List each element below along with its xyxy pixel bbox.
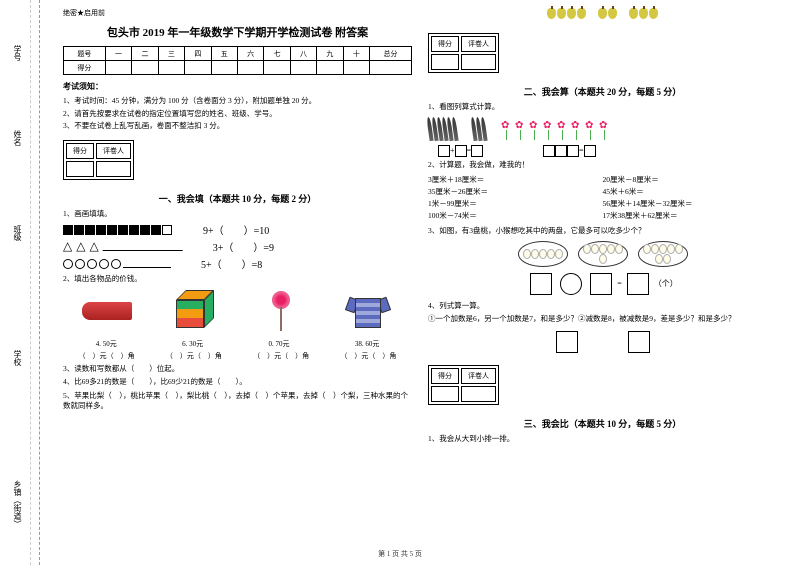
right-column: 得分评卷人 二、我会算（本题共 20 分，每题 5 分） 1、看图列算式计算。 … [420,8,785,565]
binding-margin: 学号 姓名 班级 学校 乡镇（街道） [0,0,40,565]
left-column: 绝密★启用前 包头市 2019 年一年级数学下学期开学检测试卷 附答案 题号 一… [55,8,420,565]
feather-equation: += = [428,145,777,157]
exam-title: 包头市 2019 年一年级数学下学期开学检测试卷 附答案 [63,24,412,40]
equation-1: 9+（ ）=10 [203,222,269,237]
rubiks-cube-icon [176,293,211,328]
exam-content: 绝密★启用前 包头市 2019 年一年级数学下学期开学检测试卷 附答案 题号 一… [40,0,800,565]
products-row [63,291,412,333]
score-header-row: 题号 一 二 三 四 五 六 七 八 九 十 总分 [64,47,412,61]
grader-box-3: 得分评卷人 [428,365,499,405]
q1-3: 3、读数和写数都从（ ）位起。 [63,364,412,375]
q2-3: 3、如图，有3盘桃，小猴想吃其中的两盘，它最多可以吃多少个？ [428,226,777,237]
q1-4: 4、比69多21的数是（ ），比69少21的数是（ ）。 [63,377,412,388]
product-shirt [343,291,393,333]
product-cube [169,291,219,333]
side-label-school: 学校 [12,350,23,366]
q1-2: 2、填出各物品的价钱。 [63,274,412,285]
fold-line [30,0,31,565]
pears-illustration [428,8,777,19]
side-label-class: 班级 [12,225,23,241]
filled-square-icon [63,225,73,235]
q2-4-sub: ①一个加数是6，另一个加数是7，和是多少？②减数是8，被减数是9，差是多少？和是… [428,314,777,325]
notice-item: 3、不要在试卷上乱写乱画，卷面不整洁扣 3 分。 [63,121,412,132]
triangles-row: △ △ △ 3+（ ）=9 [63,239,412,254]
q2-2: 2、计算题，我会做，难我的！ [428,160,777,171]
page-footer: 第 1 页 共 5 页 [0,549,800,559]
notice-item: 2、请首先按要求在试卷的指定位置填写您的姓名、班级、学号。 [63,109,412,120]
notice-item: 1、考试时间：45 分钟，满分为 100 分（含卷面分 3 分），附加题单独 2… [63,96,412,107]
q2-4-boxes [428,331,777,353]
plate-equation: = （个） [428,273,777,295]
feather-flower-row [428,117,777,141]
answer-box[interactable] [438,145,450,157]
pear-group [547,8,586,19]
units-row: （ ）元（ ）角 （ ）元（ ）角 （ ）元（ ）角 （ ）元（ ）角 [63,351,412,361]
q3-1: 1、我会从大到小排一排。 [428,434,777,445]
answer-box-large[interactable] [530,273,552,295]
feather-group-a [428,117,457,141]
score-table: 题号 一 二 三 四 五 六 七 八 九 十 总分 得分 [63,46,412,75]
squares-row: 9+（ ）=10 [63,222,412,237]
circles-row: 5+（ ）=8 [63,256,412,271]
plate-icon [518,241,568,267]
side-label-id: 学号 [12,45,23,61]
peach-icon [523,249,531,259]
secret-label: 绝密★启用前 [63,8,412,18]
sled-icon [82,302,132,320]
equation-2: 3+（ ）=9 [213,239,274,254]
price-row: 4. 50元 6. 30元 0. 70元 38. 60元 [63,339,412,349]
feather-group-b [472,117,486,141]
notice-list: 1、考试时间：45 分钟，满分为 100 分（含卷面分 3 分），附加题单独 2… [63,96,412,132]
q1-5: 5、苹果比梨（ ），桃比苹果（ ），梨比桃（ ），去掉（ ）个苹果，去掉（ ）个… [63,391,412,412]
calc-grid: 3厘米＋18厘米＝20厘米－8厘米＝ 35厘米－26厘米＝45米＋6米＝ 1米－… [428,174,777,222]
shirt-icon [347,292,389,330]
notice-heading: 考试须知： [63,81,412,92]
score-value-row: 得分 [64,61,412,75]
q2-4: 4、列式算一算。 [428,301,777,312]
empty-square-icon[interactable] [162,225,172,235]
operator-circle[interactable] [560,273,582,295]
side-label-name: 姓名 [12,130,23,146]
plates-row [428,241,777,267]
flower-group [501,120,611,138]
section-3-title: 三、我会比（本题共 10 分，每题 5 分） [428,417,777,430]
equation-3: 5+（ ）=8 [201,256,262,271]
flower-icon [501,120,513,138]
section-2-title: 二、我会算（本题共 20 分，每题 5 分） [428,85,777,98]
q2-1: 1、看图列算式计算。 [428,102,777,113]
side-label-town: 乡镇（街道） [12,480,23,528]
q1-1: 1、画画填填。 [63,209,412,220]
pear-icon [547,8,556,19]
lollipop-icon [271,291,291,331]
circle-icon [63,259,73,269]
product-sled [82,291,132,333]
product-lollipop [256,291,306,333]
grader-box: 得分评卷人 [63,140,134,180]
grader-box-2: 得分评卷人 [428,33,499,73]
triangle-icon: △ [63,239,72,254]
section-1-title: 一、我会填（本题共 10 分，每题 2 分） [63,192,412,205]
